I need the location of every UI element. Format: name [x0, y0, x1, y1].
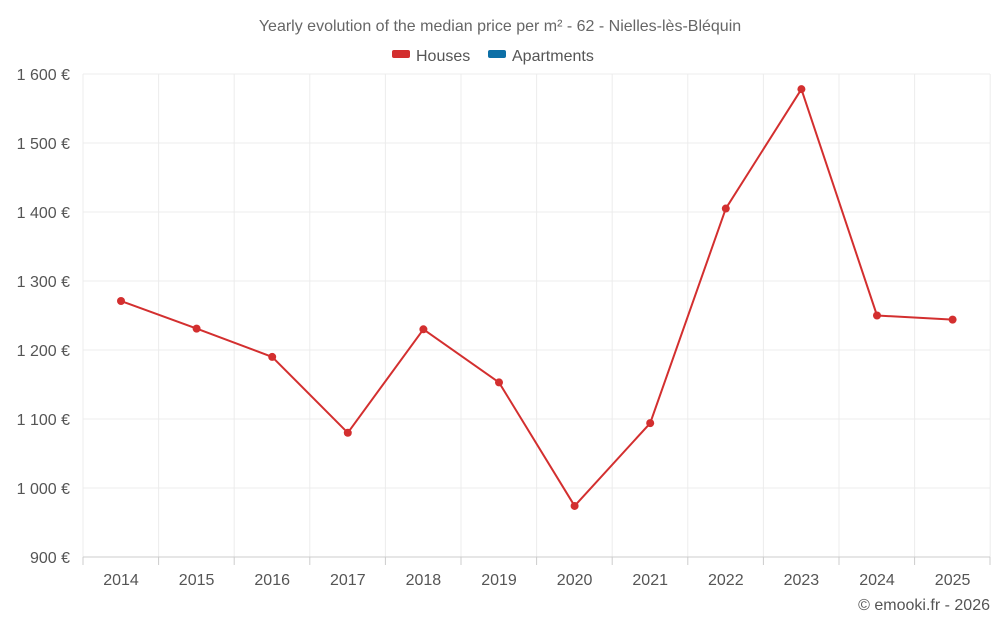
data-point-houses-2017[interactable]	[343, 428, 352, 437]
x-tick-label: 2015	[179, 572, 215, 589]
data-point-houses-2019[interactable]	[495, 378, 503, 387]
legend-swatch-apartments	[488, 50, 506, 58]
grid	[82, 73, 991, 557]
y-axis: 900 € 1 000 € 1 100 € 1 200 € 1 300 € 1 400 €…	[17, 67, 70, 567]
x-tick-label: 2025	[935, 572, 971, 589]
legend-swatch-houses	[392, 50, 410, 58]
credit-text: © emooki.fr - 2026	[858, 597, 990, 614]
y-tick-label: 1 000 €	[17, 481, 70, 498]
x-tick-label: 2017	[330, 572, 366, 589]
legend: Houses Apartments	[392, 48, 594, 65]
x-tick-label: 2022	[708, 572, 744, 589]
y-tick-label: 1 300 €	[17, 274, 70, 291]
x-axis: 2014 2015 2016 2017 2018 2019 2020 2021 2022 2023…	[82, 556, 991, 589]
series-line-houses	[120, 88, 953, 507]
data-point-houses-2020[interactable]	[570, 501, 579, 510]
legend-label-apartments: Apartments	[512, 48, 594, 65]
data-point-houses-2025[interactable]	[948, 315, 957, 324]
y-tick-label: 1 400 €	[17, 205, 70, 222]
y-tick-label: 1 200 €	[17, 343, 70, 360]
series-houses	[117, 85, 957, 510]
legend-item-apartments[interactable]: Apartments	[488, 48, 594, 65]
x-tick-label: 2024	[859, 572, 895, 589]
data-point-houses-2018[interactable]	[419, 325, 428, 334]
data-point-houses-2015[interactable]	[192, 324, 201, 333]
y-tick-label: 1 600 €	[17, 67, 70, 84]
y-tick-label: 900 €	[30, 550, 70, 567]
data-point-houses-2021[interactable]	[646, 419, 655, 428]
data-point-houses-2022[interactable]	[721, 204, 730, 213]
x-tick-label: 2014	[103, 572, 139, 589]
legend-label-houses: Houses	[416, 48, 470, 65]
x-tick-label: 2016	[254, 572, 290, 589]
data-point-houses-2023[interactable]	[797, 85, 806, 94]
y-tick-label: 1 500 €	[17, 136, 70, 153]
y-tick-label: 1 100 €	[17, 412, 70, 429]
x-tick-label: 2021	[632, 572, 668, 589]
x-tick-label: 2023	[784, 572, 820, 589]
data-point-houses-2024[interactable]	[873, 311, 881, 320]
x-tick-label: 2018	[406, 572, 442, 589]
x-tick-label: 2020	[557, 572, 593, 589]
data-point-houses-2014[interactable]	[117, 297, 125, 306]
x-tick-label: 2019	[481, 572, 517, 589]
chart-title: Yearly evolution of the median price per…	[259, 18, 741, 35]
data-point-houses-2016[interactable]	[268, 352, 277, 361]
legend-item-houses[interactable]: Houses	[392, 48, 470, 65]
